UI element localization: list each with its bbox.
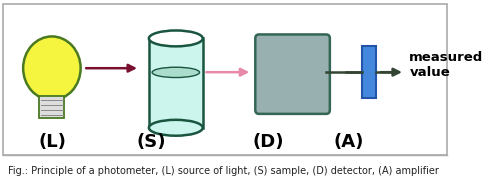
Ellipse shape [149, 31, 203, 46]
Bar [362, 46, 376, 98]
Bar [4, 4, 447, 155]
Text: (S): (S) [136, 133, 166, 151]
Text: (D): (D) [252, 133, 284, 151]
FancyBboxPatch shape [256, 34, 330, 114]
Ellipse shape [149, 120, 203, 136]
Bar [149, 38, 203, 128]
Text: (L): (L) [38, 133, 66, 151]
Text: measured
value: measured value [410, 51, 484, 79]
Circle shape [23, 36, 80, 100]
Text: (A): (A) [334, 133, 364, 151]
Text: Fig.: Principle of a photometer, (L) source of light, (S) sample, (D) detector, : Fig.: Principle of a photometer, (L) sou… [8, 166, 439, 176]
Bar [40, 96, 64, 118]
Ellipse shape [152, 67, 200, 78]
